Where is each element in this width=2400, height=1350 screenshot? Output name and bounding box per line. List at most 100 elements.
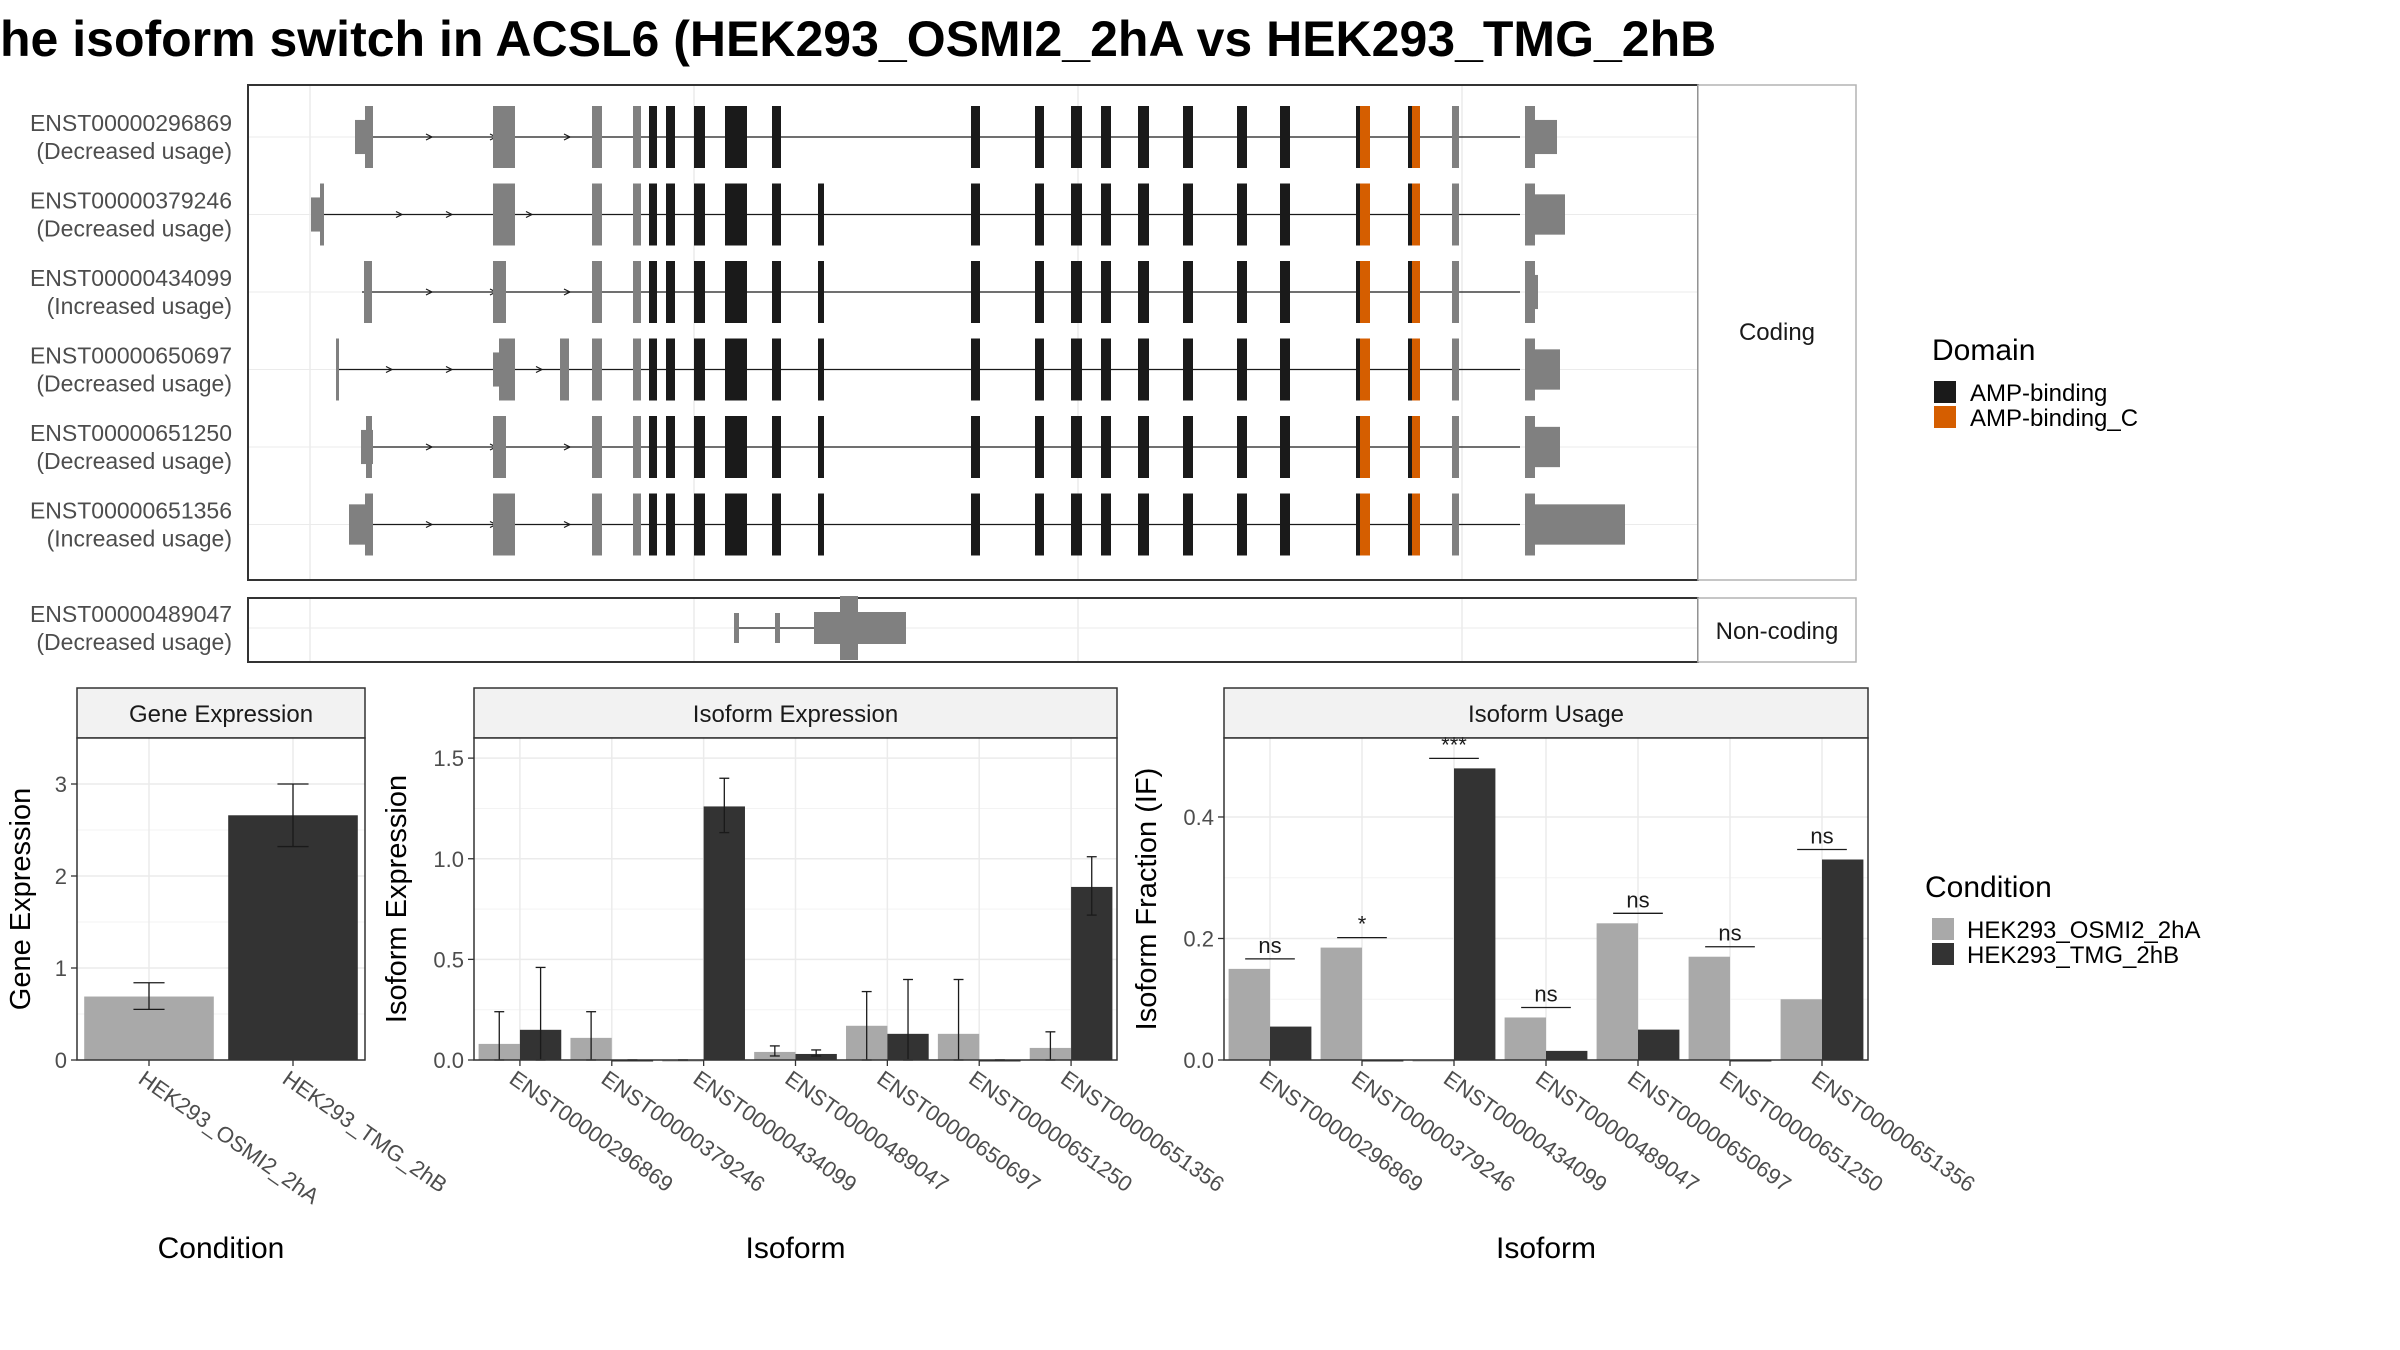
y-tick-label: 2 [55, 864, 67, 889]
transcript-usage-label: (Decreased usage) [36, 138, 232, 164]
exon-block [1183, 416, 1193, 478]
noncoding-grid [249, 599, 1697, 661]
legend-swatch-cond2 [1932, 943, 1954, 965]
x-tick-label: ENST00000296869 [1255, 1066, 1428, 1197]
exon-block [1280, 183, 1290, 246]
exon-block [1071, 338, 1082, 401]
isoform-structure-panel: ENST00000296869(Decreased usage)ENST0000… [30, 84, 1857, 663]
transcript-usage-label: (Increased usage) [47, 526, 232, 552]
exon-block [633, 416, 641, 478]
exon-block [666, 493, 675, 556]
strand-arrow [425, 288, 434, 296]
exon-block [1280, 106, 1290, 168]
exon-block [1408, 338, 1412, 401]
exon-block [592, 493, 602, 556]
exon-block [971, 261, 980, 323]
coding-panel: ENST00000296869(Decreased usage)ENST0000… [30, 84, 1857, 581]
exon-block [1525, 183, 1535, 246]
exon-block [772, 416, 781, 478]
exon-block [1356, 416, 1360, 478]
exon-block [1071, 261, 1082, 323]
exon-block [364, 261, 372, 323]
legend-swatch-amp-binding-c [1934, 406, 1956, 428]
exon-block [1035, 416, 1044, 478]
bar [703, 806, 745, 1060]
exon-block [633, 338, 641, 401]
exon-block [1360, 261, 1370, 323]
exon-block [649, 261, 657, 323]
bar [1228, 968, 1270, 1060]
exon-block [1101, 338, 1111, 401]
exon-block [818, 261, 824, 323]
transcript-row: ENST00000651356(Increased usage) [30, 493, 1625, 556]
exon-block [592, 338, 602, 401]
bar [228, 815, 358, 1060]
significance-label: * [1358, 912, 1367, 937]
exon-block [1408, 493, 1412, 556]
exon-block [775, 613, 780, 643]
transcript-usage-label: (Increased usage) [47, 293, 232, 319]
transcript-usage-label: (Decreased usage) [36, 448, 232, 474]
exon-block [734, 613, 739, 643]
exon-block [1138, 106, 1149, 168]
exon-block [818, 338, 824, 401]
exon-block [1525, 106, 1535, 168]
exon-block [694, 261, 705, 323]
exon-block [1356, 338, 1360, 401]
isoform-usage-panel: Isoform Usagens****nsnsnsns0.00.20.4Isof… [1131, 687, 1980, 1265]
exon-block [666, 338, 675, 401]
exon-block [560, 338, 569, 401]
exon-block [694, 493, 705, 556]
exon-block [725, 106, 747, 168]
noncoding-strip [1697, 597, 1857, 663]
exon-block [1525, 416, 1535, 478]
noncoding-strip-label: Non-coding [1716, 618, 1839, 645]
transcript-id-label: ENST00000379246 [30, 188, 232, 214]
exon-block [1408, 261, 1412, 323]
legend-swatch-amp-binding [1934, 381, 1956, 403]
exon-block [814, 612, 906, 644]
y-axis-title: Isoform Expression [381, 775, 413, 1023]
bar [795, 1053, 837, 1060]
strand-arrow [535, 365, 544, 374]
exon-block [320, 183, 324, 246]
exon-block [694, 183, 705, 246]
exon-block [666, 183, 675, 246]
exon-block [772, 261, 781, 323]
exon-block [1237, 493, 1247, 556]
bar [1504, 1017, 1546, 1060]
exon-block [772, 106, 781, 168]
domain-legend-title: Domain [1932, 334, 2035, 367]
exon-block [1138, 493, 1149, 556]
y-tick-label: 0.2 [1183, 926, 1214, 951]
x-tick-label: ENST00000650697 [1623, 1066, 1796, 1197]
y-tick-label: 0.5 [433, 947, 464, 972]
exon-block [1035, 106, 1044, 168]
exon-block [1183, 183, 1193, 246]
transcript-id-label: ENST00000296869 [30, 110, 232, 136]
strand-arrow [563, 520, 572, 529]
panel-title: Gene Expression [129, 701, 313, 728]
exon-block [725, 493, 747, 556]
noncoding-isoform-rows: ENST00000489047(Decreased usage) [30, 596, 906, 660]
exon-block [1360, 183, 1370, 246]
exon-block [1280, 493, 1290, 556]
exon-block [493, 416, 506, 478]
exon-block [1071, 183, 1082, 246]
exon-block [725, 416, 747, 478]
exon-block [1452, 261, 1459, 323]
bar [1071, 886, 1113, 1060]
exon-block [649, 106, 657, 168]
y-axis-title: Isoform Fraction (IF) [1131, 768, 1163, 1031]
bar [1596, 923, 1638, 1060]
transcript-row: ENST00000489047(Decreased usage) [30, 596, 906, 660]
bar [1546, 1050, 1588, 1060]
exon-block [1525, 493, 1535, 556]
strand-arrow [525, 210, 534, 219]
exon-block [694, 106, 705, 168]
exon-block [1452, 493, 1459, 556]
x-axis-title: Isoform [745, 1232, 845, 1265]
x-tick-label: ENST00000650697 [872, 1066, 1045, 1197]
exon-block [1535, 426, 1560, 468]
noncoding-panel: ENST00000489047(Decreased usage) Non-cod… [30, 596, 1857, 663]
